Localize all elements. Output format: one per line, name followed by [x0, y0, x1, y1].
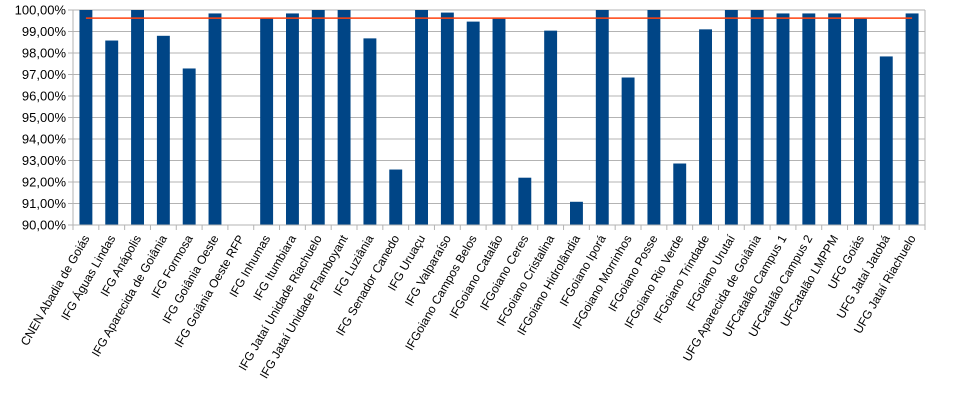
y-tick-label: 96,00%	[22, 89, 67, 104]
bar	[879, 56, 893, 225]
bar	[750, 10, 764, 225]
bar	[208, 13, 222, 225]
bar	[363, 38, 377, 225]
y-tick-label: 98,00%	[22, 46, 67, 61]
bar	[260, 18, 274, 226]
bar	[828, 13, 842, 225]
bar	[311, 10, 325, 225]
y-tick-label: 92,00%	[22, 175, 67, 190]
y-axis-tick-labels: 90,00% 91,00% 92,00% 93,00% 94,00% 95,00% 96,0…	[15, 3, 67, 233]
y-tick-label: 94,00%	[22, 132, 67, 147]
y-tick-label: 97,00%	[22, 67, 67, 82]
bar	[724, 10, 738, 225]
y-tick-label: 90,00%	[22, 218, 67, 233]
bar	[466, 21, 480, 225]
axes	[72, 10, 926, 230]
bar	[699, 29, 712, 225]
y-tick-label: 93,00%	[22, 153, 67, 168]
bar	[492, 18, 506, 225]
bar	[802, 13, 816, 225]
bar	[79, 10, 93, 225]
bar	[905, 13, 919, 225]
bar	[518, 177, 532, 225]
y-tick-label: 95,00%	[22, 110, 67, 125]
bar	[440, 12, 454, 225]
bars	[79, 10, 919, 226]
bar	[156, 35, 170, 225]
bar	[389, 169, 403, 225]
bar	[595, 10, 609, 225]
bar	[621, 77, 635, 225]
bar	[673, 163, 687, 225]
y-tick-label: 99,00%	[22, 24, 67, 39]
bar	[647, 10, 661, 225]
y-tick-label: 100,00%	[15, 3, 67, 18]
bar	[415, 10, 428, 225]
bar	[776, 13, 790, 225]
bar	[544, 30, 558, 225]
bar	[105, 40, 119, 225]
bar	[854, 18, 867, 226]
bar	[286, 13, 299, 225]
y-tick-label: 91,00%	[22, 196, 67, 211]
bar	[337, 10, 351, 225]
bar	[570, 201, 583, 225]
bar	[131, 10, 144, 225]
bar	[182, 68, 196, 225]
